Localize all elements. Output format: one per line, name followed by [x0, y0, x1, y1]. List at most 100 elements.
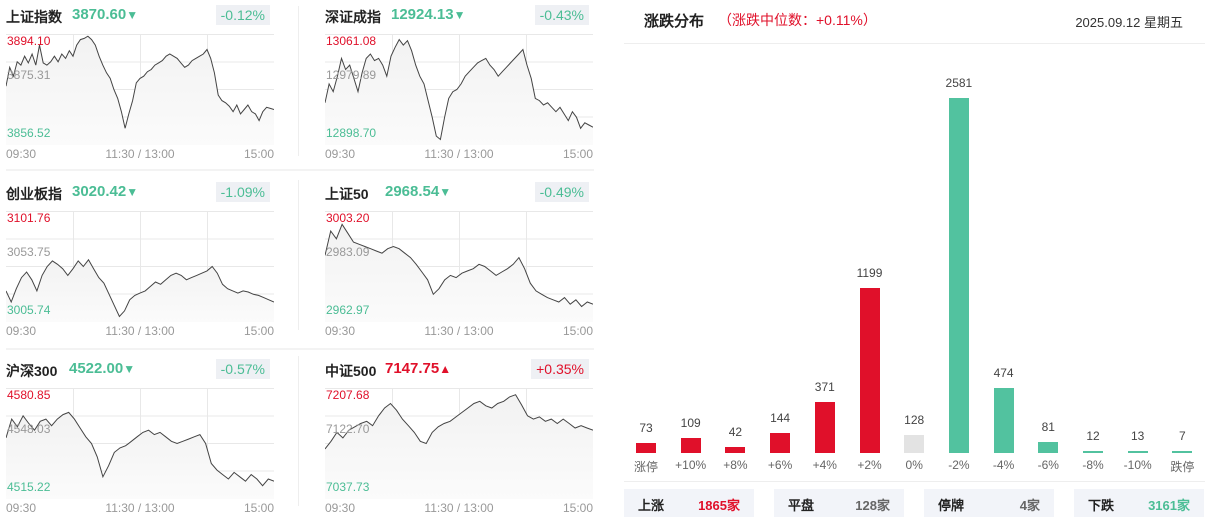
index-header: 中证500 7147.75▲ +0.35%	[319, 358, 593, 380]
intraday-chart[interactable]: 13061.08 12979.89 12898.70	[325, 34, 593, 145]
bar-category-label: +2%	[857, 458, 882, 472]
summary-value: 3161家	[1148, 498, 1190, 513]
bar-value-label: 1199	[856, 265, 883, 280]
summary-down[interactable]: 下跌 3161家	[1074, 489, 1204, 517]
intraday-chart[interactable]: 4580.85 4548.03 4515.22	[6, 388, 274, 499]
summary-up[interactable]: 上涨 1865家	[624, 489, 754, 517]
line-chart	[6, 34, 274, 145]
arrow-down-icon: ▼	[126, 185, 139, 199]
intraday-chart[interactable]: 3894.10 3875.31 3856.52	[6, 34, 274, 145]
summary-label: 上涨	[638, 498, 665, 513]
line-chart	[325, 388, 593, 499]
column-divider	[298, 180, 299, 330]
distribution-bar[interactable]	[993, 387, 1014, 453]
index-panel[interactable]: 创业板指 3020.42▼ -1.09% 3101.76 3053.75 300…	[0, 177, 274, 347]
summary-label: 下跌	[1088, 498, 1115, 513]
bar-value-label: 73	[639, 420, 653, 435]
index-panel[interactable]: 中证500 7147.75▲ +0.35% 7207.68 7122.70 70…	[319, 354, 593, 524]
low-label: 3005.74	[7, 303, 51, 317]
change-badge: -0.57%	[215, 359, 270, 379]
intraday-chart[interactable]: 3003.20 2983.09 2962.97	[325, 211, 593, 322]
time-label-mid: 11:30 / 13:00	[424, 324, 494, 338]
bar-value-label: 109	[680, 415, 701, 430]
distribution-bar[interactable]	[904, 435, 925, 453]
index-price: 2968.54▼	[385, 183, 451, 200]
time-axis: 09:30 11:30 / 13:00 15:00	[325, 501, 593, 517]
summary-flat[interactable]: 平盘 128家	[774, 489, 904, 517]
time-label-mid: 11:30 / 13:00	[105, 147, 175, 161]
summary-label: 平盘	[788, 498, 815, 513]
bar-value-label: 144	[770, 411, 791, 426]
mid-label: 3875.31	[7, 68, 51, 82]
index-name: 创业板指	[6, 186, 62, 202]
price-value: 2968.54	[385, 183, 440, 200]
distribution-bar[interactable]	[1127, 451, 1148, 453]
change-badge: -0.49%	[534, 182, 589, 202]
price-value: 4522.00	[69, 360, 124, 377]
time-label-open: 09:30	[325, 324, 356, 338]
bar-category-label: 涨停	[633, 460, 658, 474]
time-label-close: 15:00	[562, 324, 593, 338]
arrow-down-icon: ▼	[123, 362, 136, 376]
arrow-down-icon: ▼	[439, 185, 452, 199]
time-axis: 09:30 11:30 / 13:00 15:00	[6, 501, 274, 517]
distribution-bar[interactable]	[948, 97, 969, 453]
index-panel[interactable]: 上证50 2968.54▼ -0.49% 3003.20 2983.09 296…	[319, 177, 593, 347]
distribution-bar[interactable]	[1172, 451, 1193, 453]
high-label: 3003.20	[326, 211, 370, 225]
bar-category-label: -4%	[992, 458, 1015, 472]
distribution-bar[interactable]	[859, 287, 880, 453]
high-label: 3101.76	[7, 211, 51, 225]
summary-value: 1865家	[698, 498, 740, 513]
index-price: 3020.42▼	[72, 183, 138, 200]
column-divider	[298, 6, 299, 156]
bar-category-label: -10%	[1123, 458, 1152, 472]
bar-value-label: 474	[993, 365, 1014, 380]
index-panel[interactable]: 深证成指 12924.13▼ -0.43% 13061.08 12979.89 …	[319, 0, 593, 170]
time-axis: 09:30 11:30 / 13:00 15:00	[6, 324, 274, 340]
index-price: 3870.60▼	[72, 6, 138, 23]
distribution-bar[interactable]	[1083, 451, 1103, 453]
bar-value-label: 7	[1179, 429, 1186, 443]
bar-category-label: -2%	[948, 458, 970, 472]
row-divider	[6, 348, 594, 350]
index-name: 上证指数	[6, 9, 62, 25]
change-badge: -0.43%	[534, 5, 589, 25]
price-value: 12924.13	[391, 6, 454, 23]
index-price: 4522.00▼	[69, 360, 135, 377]
time-label-close: 15:00	[243, 324, 274, 338]
index-panel[interactable]: 沪深300 4522.00▼ -0.57% 4580.85 4548.03 45…	[0, 354, 274, 524]
summary-value: 4家	[1019, 498, 1040, 513]
bar-category-label: +10%	[675, 458, 707, 472]
intraday-chart[interactable]: 7207.68 7122.70 7037.73	[325, 388, 593, 499]
high-label: 7207.68	[326, 388, 370, 402]
price-value: 7147.75	[385, 360, 440, 377]
header-divider	[624, 43, 1205, 44]
time-axis: 09:30 11:30 / 13:00 15:00	[325, 324, 593, 340]
distribution-bar[interactable]	[1038, 441, 1059, 453]
change-badge: -1.09%	[215, 182, 270, 202]
arrow-down-icon: ▼	[126, 8, 139, 22]
index-name: 沪深300	[6, 363, 58, 379]
bar-value-label: 371	[814, 379, 835, 394]
low-label: 4515.22	[7, 480, 51, 494]
intraday-chart[interactable]: 3101.76 3053.75 3005.74	[6, 211, 274, 322]
bar-category-label: 跌停	[1170, 460, 1195, 474]
distribution-bar[interactable]	[636, 442, 656, 453]
distribution-bar[interactable]	[680, 437, 701, 453]
low-label: 2962.97	[326, 303, 370, 317]
index-header: 沪深300 4522.00▼ -0.57%	[0, 358, 274, 380]
time-label-close: 15:00	[562, 147, 593, 161]
distribution-bar[interactable]	[814, 401, 835, 453]
summary-suspended[interactable]: 停牌 4家	[924, 489, 1054, 517]
bar-value-label: 2581	[945, 75, 973, 90]
bar-category-label: 0%	[905, 458, 923, 472]
change-badge: -0.12%	[215, 5, 270, 25]
time-label-open: 09:30	[6, 147, 37, 161]
index-price: 7147.75▲	[385, 360, 451, 377]
distribution-bar[interactable]	[725, 447, 746, 453]
index-panel[interactable]: 上证指数 3870.60▼ -0.12% 3894.10 3875.31 385…	[0, 0, 274, 170]
price-value: 3020.42	[72, 183, 127, 200]
distribution-bar[interactable]	[770, 433, 791, 453]
time-label-mid: 11:30 / 13:00	[424, 147, 494, 161]
